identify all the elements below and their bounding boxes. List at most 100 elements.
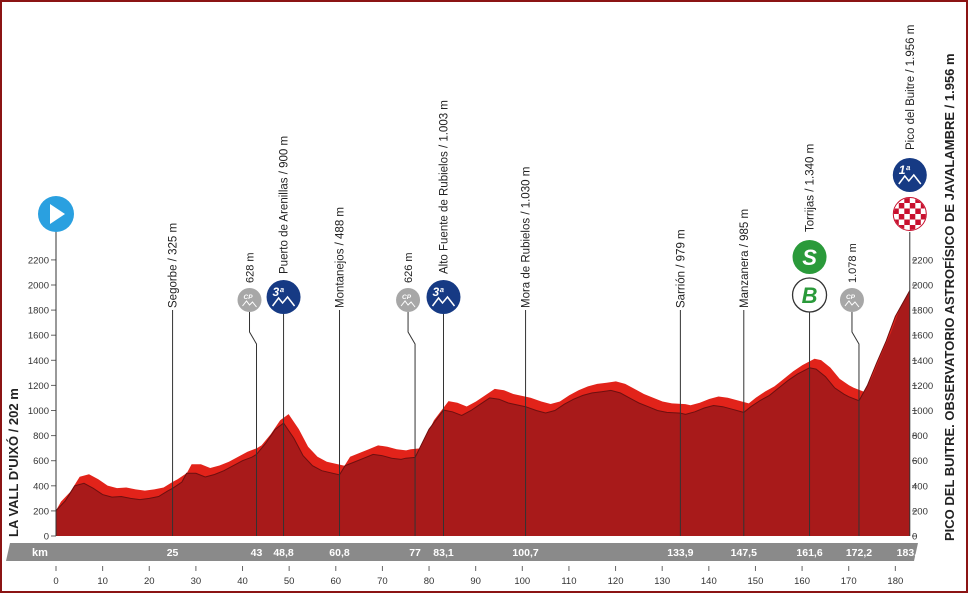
y-tick-label-left: 1200 xyxy=(28,381,49,392)
y-tick-label-left: 600 xyxy=(33,456,49,467)
category-1-icon: 1ª xyxy=(892,158,927,192)
y-tick-label-left: 1600 xyxy=(28,331,49,342)
waypoint-label: Montanejos / 488 m xyxy=(335,207,347,308)
finish-flag-square xyxy=(898,203,905,209)
x-tick-label: 130 xyxy=(654,576,670,587)
waypoint-label: Puerto de Arenillas / 900 m xyxy=(279,136,291,274)
finish-flag-square xyxy=(915,208,921,214)
y-tick-label-left: 200 xyxy=(33,506,49,517)
y-tick-label-right: 1200 xyxy=(912,381,933,392)
profile-ridge xyxy=(56,281,915,511)
waypoint-label: Segorbe / 325 m xyxy=(168,223,180,308)
waypoint-leader-line xyxy=(407,312,416,536)
finish-flag-square xyxy=(898,214,905,220)
x-tick-label: 180 xyxy=(887,576,903,587)
sprint-icon: S xyxy=(792,240,827,274)
x-tick-label: 80 xyxy=(424,576,435,587)
km-bar-label: km xyxy=(32,547,48,559)
cp-icon: CP xyxy=(237,288,262,312)
y-tick-label-left: 400 xyxy=(33,481,49,492)
finish-flag-square xyxy=(904,198,910,203)
y-tick-label-right: 400 xyxy=(912,481,928,492)
y-tick-label-right: 1400 xyxy=(912,356,933,367)
y-tick-label-right: 1000 xyxy=(912,406,933,417)
y-tick-label-right: 2000 xyxy=(912,281,933,292)
waypoint-leader-line xyxy=(249,312,258,536)
category-3-icon: 3ª xyxy=(266,280,301,314)
y-tick-label-left: 1000 xyxy=(28,406,49,417)
x-tick-label: 60 xyxy=(330,576,341,587)
waypoint-label: 1.078 m xyxy=(847,243,859,283)
x-tick-label: 150 xyxy=(748,576,764,587)
km-marker-label: 43 xyxy=(251,547,263,559)
category-3-icon-mountain xyxy=(271,295,296,307)
cp-icon-mountain xyxy=(242,300,257,308)
waypoint-leader-line xyxy=(851,312,860,536)
km-marker-label: 83,1 xyxy=(433,547,454,559)
category-3-icon-text: 3ª xyxy=(273,285,285,299)
waypoint-label: 628 m xyxy=(245,252,257,283)
bonus-icon: B xyxy=(791,277,828,313)
category-1-icon-circle xyxy=(892,158,927,192)
km-marker-label: 100,7 xyxy=(512,547,538,559)
category-3-icon: 3ª xyxy=(426,280,461,314)
category-3-icon-text: 3ª xyxy=(432,285,444,299)
x-tick-label: 140 xyxy=(701,576,717,587)
waypoint-label: Manzanera / 985 m xyxy=(739,209,751,308)
profile-area xyxy=(56,290,910,536)
waypoint-label: Pico del Buitre / 1.956 m xyxy=(905,25,917,150)
km-marker-label: 147,5 xyxy=(731,547,757,559)
finish-location-label: PICO DEL BUITRE. OBSERVATORIO ASTROFÍSIC… xyxy=(942,53,957,541)
y-tick-label-right: 1800 xyxy=(912,306,933,317)
waypoint-label: Sarrión / 979 m xyxy=(675,229,687,308)
waypoint-label: Alto Fuente de Rubielos / 1.003 m xyxy=(438,100,450,274)
km-marker-label: 77 xyxy=(409,547,421,559)
cp-icon: CP xyxy=(839,288,864,312)
km-marker-label: 25 xyxy=(167,547,179,559)
category-3-icon-circle xyxy=(266,280,301,314)
category-3-icon-circle xyxy=(426,280,461,314)
y-tick-label-left: 1400 xyxy=(28,356,49,367)
cp-icon: CP xyxy=(396,288,421,312)
x-tick-label: 70 xyxy=(377,576,388,587)
x-tick-label: 20 xyxy=(144,576,155,587)
waypoint-label: Torrijas / 1.340 m xyxy=(805,144,817,232)
finish-flag-square xyxy=(909,203,916,209)
km-bar xyxy=(6,543,918,561)
x-tick-label: 90 xyxy=(470,576,481,587)
km-marker-label: 183,1 xyxy=(897,547,923,559)
x-tick-label: 100 xyxy=(514,576,530,587)
finish-flag-square xyxy=(893,219,899,225)
profile-outline xyxy=(55,290,911,511)
finish-flag-square xyxy=(904,219,910,225)
cp-icon-mountain xyxy=(844,300,860,308)
x-tick-label: 50 xyxy=(284,576,295,587)
start-play-triangle xyxy=(50,204,65,224)
x-tick-label: 120 xyxy=(608,576,624,587)
bonus-icon-text: B xyxy=(802,283,818,308)
sprint-icon-text: S xyxy=(802,245,817,270)
x-tick-label: 110 xyxy=(561,576,576,587)
y-tick-label-left: 2000 xyxy=(28,281,49,292)
km-marker-label: 60,8 xyxy=(329,547,350,559)
cp-icon-text: CP xyxy=(244,294,254,301)
finish-flag-ring xyxy=(892,197,927,231)
finish-flag-square xyxy=(909,214,916,220)
y-tick-label-left: 1800 xyxy=(28,306,49,317)
finish-flag-square xyxy=(915,198,921,203)
y-tick-label-left: 800 xyxy=(33,431,49,442)
y-tick-label-right: 200 xyxy=(912,506,928,517)
y-tick-label-left: 2200 xyxy=(28,255,49,266)
x-tick-label: 10 xyxy=(97,576,108,587)
finish-flag-square xyxy=(915,219,921,225)
category-1-icon-text: 1ª xyxy=(899,163,911,177)
y-tick-label-left: 0 xyxy=(44,532,49,543)
finish-flag-square xyxy=(904,208,910,214)
finish-flag-square xyxy=(920,214,926,220)
x-tick-label: 40 xyxy=(237,576,248,587)
y-tick-label-right: 2200 xyxy=(912,255,933,266)
y-tick-label-right: 1600 xyxy=(912,331,933,342)
x-tick-label: 30 xyxy=(191,576,202,587)
